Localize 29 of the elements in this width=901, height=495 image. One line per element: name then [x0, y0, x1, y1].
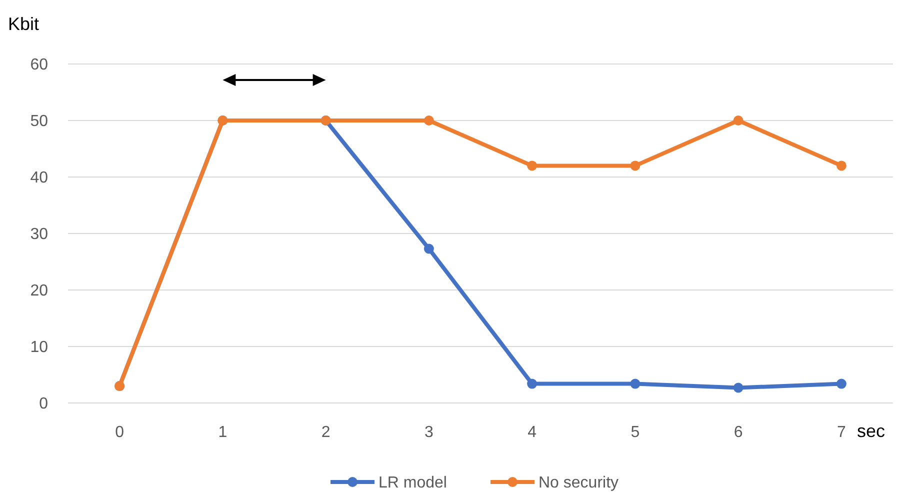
x-tick-label: 1	[218, 424, 228, 441]
y-tick-label: 30	[30, 226, 48, 244]
x-tick-label: 3	[424, 424, 434, 441]
y-axis-title: Kbit	[8, 14, 40, 34]
legend-label: No security	[538, 474, 619, 492]
y-tick-label: 50	[30, 113, 48, 130]
y-tick-label: 20	[30, 282, 48, 300]
y-tick-label: 60	[30, 56, 48, 74]
x-tick-label: 7	[836, 424, 846, 441]
point	[527, 160, 538, 171]
x-tick-label: 5	[630, 424, 640, 441]
point	[836, 160, 846, 171]
point	[836, 378, 846, 389]
x-axis-title: sec	[857, 421, 886, 441]
x-tick-label: 6	[734, 424, 743, 441]
point	[733, 116, 744, 126]
x-tick-label: 2	[321, 424, 330, 441]
point	[733, 382, 744, 393]
point	[630, 160, 640, 171]
y-tick-label: 10	[30, 339, 48, 356]
point	[424, 244, 434, 254]
x-tick-label: 4	[528, 424, 537, 441]
y-tick-label: 40	[30, 170, 48, 187]
legend-label: LR model	[378, 474, 447, 492]
x-tick-label: 0	[115, 424, 124, 441]
point	[630, 378, 640, 389]
point	[424, 116, 434, 126]
y-tick-label: 0	[39, 396, 48, 413]
point	[527, 378, 538, 389]
